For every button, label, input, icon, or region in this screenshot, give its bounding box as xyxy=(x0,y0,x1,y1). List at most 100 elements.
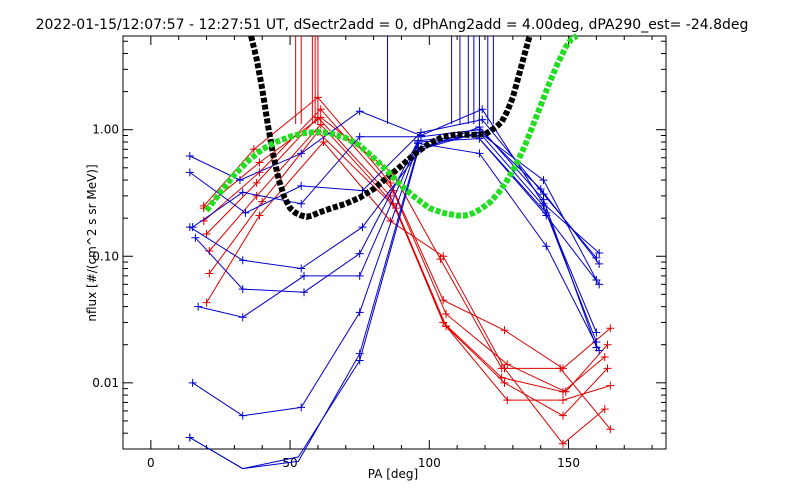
x-axis-label: PA [deg] xyxy=(368,467,418,481)
red-plus-point xyxy=(603,364,612,373)
red-plus-point xyxy=(386,191,395,200)
red-plus-point xyxy=(503,396,512,405)
black-dashed-curve xyxy=(248,35,533,220)
y-tick-label: 0.10 xyxy=(92,249,119,263)
blue-plus-point xyxy=(297,181,306,190)
red-plus-point xyxy=(558,387,567,396)
blue-plus-point xyxy=(297,264,306,273)
red-plus-point xyxy=(249,145,258,154)
red-plus-point xyxy=(556,364,565,373)
red-series-line xyxy=(208,123,608,417)
red-plus-point xyxy=(606,381,615,390)
x-tick-label: 0 xyxy=(147,456,155,470)
blue-plus-point xyxy=(595,280,604,289)
blue-plus-point xyxy=(592,328,601,337)
blue-series-line xyxy=(192,142,600,417)
blue-plus-point xyxy=(478,105,487,114)
blue-plus-point xyxy=(238,285,247,294)
blue-plus-point xyxy=(358,186,367,195)
blue-plus-point xyxy=(191,233,200,242)
red-series-line xyxy=(203,96,611,370)
blue-plus-point xyxy=(542,242,551,251)
red-plus-point xyxy=(500,378,509,387)
blue-plus-point xyxy=(238,411,247,420)
red-plus-point xyxy=(255,158,264,167)
blue-plus-point xyxy=(536,184,545,193)
plot-frame xyxy=(122,35,667,450)
red-plus-point xyxy=(600,405,609,414)
red-plus-point xyxy=(316,113,325,122)
y-axis-label: nflux [#/(cm^2 s sr MeV)] xyxy=(85,164,99,321)
green-dashed-curve xyxy=(204,33,579,219)
blue-plus-point xyxy=(297,149,306,158)
red-plus-point xyxy=(436,255,445,264)
blue-plus-point xyxy=(355,107,364,116)
red-plus-point xyxy=(503,360,512,369)
red-plus-point xyxy=(606,324,615,333)
red-series-line xyxy=(206,141,606,445)
blue-plus-point xyxy=(592,343,601,352)
blue-plus-point xyxy=(300,271,308,280)
blue-series-line xyxy=(189,131,597,281)
red-plus-point xyxy=(205,247,214,256)
blue-plus-point xyxy=(355,249,364,258)
red-plus-point xyxy=(255,211,264,220)
blue-series-line xyxy=(192,129,600,265)
red-plus-point xyxy=(606,425,615,434)
red-plus-point xyxy=(202,298,211,307)
blue-plus-point xyxy=(241,208,250,217)
red-plus-point xyxy=(558,439,567,448)
blue-plus-point xyxy=(355,356,364,365)
blue-plus-point xyxy=(595,259,604,268)
red-plus-point xyxy=(558,411,567,420)
red-series-line xyxy=(206,116,606,393)
blue-plus-point xyxy=(355,271,364,280)
blue-plus-point xyxy=(358,223,367,232)
red-plus-point xyxy=(202,229,211,238)
y-tick-label: 1.00 xyxy=(92,123,119,137)
red-series-line xyxy=(203,116,611,430)
red-plus-point xyxy=(205,269,214,278)
blue-series-line xyxy=(189,131,597,470)
blue-plus-point xyxy=(238,256,247,265)
red-plus-point xyxy=(316,120,325,129)
red-plus-point xyxy=(442,322,451,331)
red-plus-point xyxy=(316,105,325,114)
red-plus-point xyxy=(558,396,567,405)
blue-plus-point xyxy=(539,176,548,185)
blue-plus-point xyxy=(355,132,364,141)
red-plus-point xyxy=(442,309,451,318)
red-plus-point xyxy=(500,326,509,335)
blue-plus-point xyxy=(595,249,604,258)
chart-title: 2022-01-15/12:07:57 - 12:27:51 UT, dSect… xyxy=(36,17,749,33)
data-series xyxy=(185,93,615,470)
y-tick-label: 0.01 xyxy=(92,376,119,390)
vertical-markers xyxy=(295,36,494,124)
blue-plus-point xyxy=(238,188,247,197)
blue-plus-point xyxy=(300,288,308,297)
red-plus-point xyxy=(313,93,322,102)
red-plus-point xyxy=(603,340,612,349)
blue-plus-point xyxy=(235,176,244,185)
red-plus-point xyxy=(389,199,398,208)
blue-plus-point xyxy=(185,223,194,232)
blue-plus-point xyxy=(194,302,203,311)
blue-plus-point xyxy=(185,168,194,177)
blue-plus-point xyxy=(355,308,364,317)
blue-plus-point xyxy=(297,199,306,208)
blue-plus-point xyxy=(238,313,247,322)
model-curves xyxy=(204,33,579,220)
blue-plus-point xyxy=(297,403,306,412)
blue-plus-point xyxy=(355,349,364,358)
blue-plus-point xyxy=(475,123,484,132)
x-tick-label: 100 xyxy=(418,456,441,470)
red-plus-point xyxy=(319,137,328,146)
red-series-line xyxy=(203,108,608,393)
red-plus-point xyxy=(497,364,506,373)
blue-plus-point xyxy=(185,433,194,442)
blue-series-line xyxy=(198,138,597,343)
red-plus-point xyxy=(252,178,261,187)
blue-plus-point xyxy=(539,195,548,204)
